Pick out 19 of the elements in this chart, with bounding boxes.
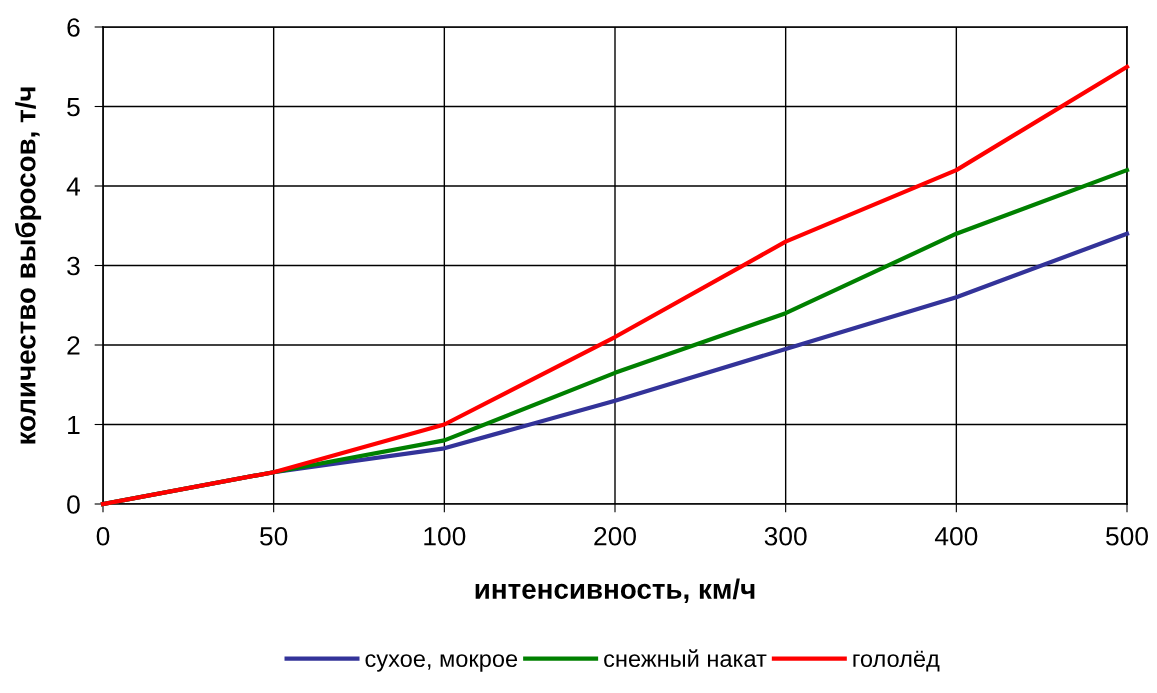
y-tick-label: 2 xyxy=(67,336,80,355)
y-tick-label: 4 xyxy=(66,177,81,196)
legend-label: гололёд xyxy=(853,650,940,672)
x-tick-label: 200 xyxy=(594,526,636,546)
x-tick-label: 500 xyxy=(1106,526,1148,546)
x-tick-label: 400 xyxy=(934,526,978,546)
x-tick-label: 0 xyxy=(96,526,110,546)
x-axis-title: интенсивность, км/ч xyxy=(475,578,755,604)
y-tick-label: 0 xyxy=(67,495,80,514)
legend-label: снежный накат xyxy=(604,649,767,668)
x-tick-label: 100 xyxy=(424,526,466,546)
y-tick-label: 3 xyxy=(67,256,80,276)
legend-label: сухое, мокрое xyxy=(365,654,518,672)
x-tick-label: 300 xyxy=(764,526,807,546)
x-tick-label: 50 xyxy=(260,526,288,546)
y-axis-title: количество выбросов, т/ч xyxy=(14,87,42,444)
y-tick-label: 1 xyxy=(68,415,80,435)
y-tick-label: 5 xyxy=(67,97,80,117)
y-tick-label: 6 xyxy=(67,18,80,37)
